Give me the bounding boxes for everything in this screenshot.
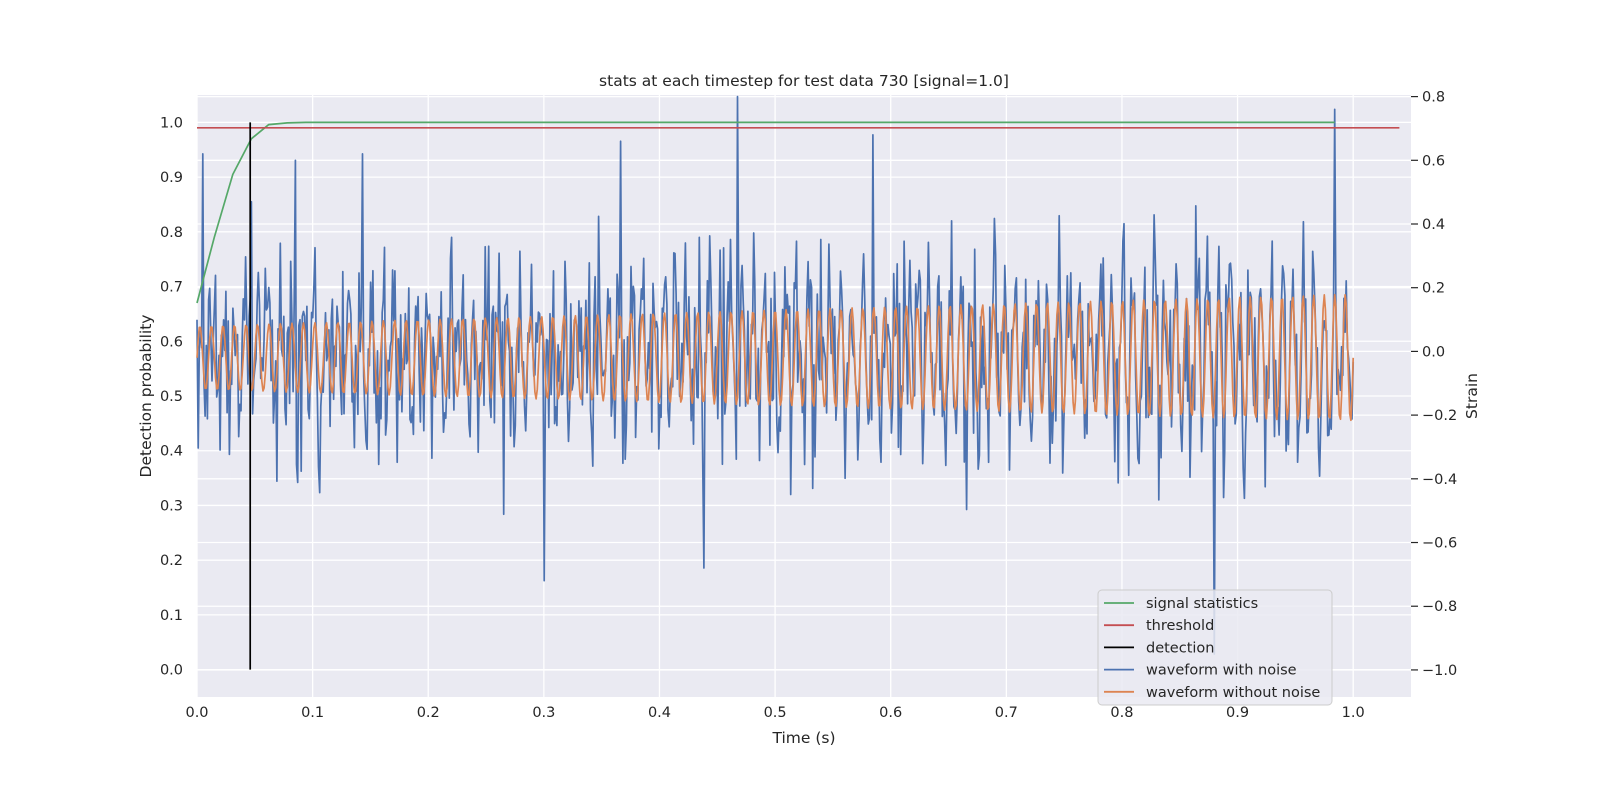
y2-tick-label: 0.0	[1422, 344, 1445, 360]
x-tick-label: 0.9	[1226, 705, 1249, 721]
legend-label: detection	[1146, 640, 1214, 656]
x-tick-label: 0.2	[417, 705, 440, 721]
y-tick-label: 0.2	[160, 553, 183, 569]
y2-axis-label: Strain	[1463, 373, 1481, 419]
y2-tick-label: −1.0	[1422, 663, 1457, 679]
y-tick-label: 0.5	[160, 389, 183, 405]
series-waveform-without-noise	[196, 293, 1355, 422]
y-tick-label: 0.3	[160, 498, 183, 514]
y2-tick-label: −0.6	[1422, 536, 1457, 552]
y2-axis-ticks: −1.0 −0.8 −0.6 −0.4 −0.2 0.0 0.2 0.4 0.6 0.8	[1411, 90, 1457, 679]
x-tick-label: 0.7	[995, 705, 1018, 721]
y-tick-label: 0.8	[160, 225, 183, 241]
x-tick-label: 0.4	[648, 705, 671, 721]
y2-tick-label: −0.8	[1422, 599, 1457, 615]
y-axis-ticks: 0.0 0.1 0.2 0.3 0.4 0.5 0.6 0.7 0.8 0.9 1.0	[160, 115, 183, 678]
x-axis-ticks: 0.0 0.1 0.2 0.3 0.4 0.5 0.6 0.7 0.8 0.9 1.0	[185, 705, 1364, 721]
legend-box	[1097, 589, 1333, 706]
y2-tick-label: 0.6	[1422, 153, 1445, 169]
y-tick-label: 0.4	[160, 444, 183, 460]
y2-tick-label: 0.4	[1422, 217, 1445, 233]
chart-title: stats at each timestep for test data 730…	[599, 72, 1009, 90]
x-tick-label: 0.0	[185, 705, 208, 721]
y-axis-label: Detection probability	[137, 315, 155, 478]
legend-label: threshold	[1146, 618, 1214, 634]
y-tick-label: 0.7	[160, 280, 183, 296]
series-layer	[196, 95, 1400, 670]
x-tick-label: 1.0	[1342, 705, 1365, 721]
y-tick-label: 0.1	[160, 608, 183, 624]
y2-tick-label: 0.8	[1422, 90, 1445, 106]
series-signal-statistics	[196, 121, 1335, 304]
series-waveform-with-noise	[196, 95, 1355, 655]
x-tick-label: 0.5	[764, 705, 787, 721]
y-tick-label: 0.0	[160, 663, 183, 679]
x-tick-label: 0.3	[532, 705, 555, 721]
legend-label: waveform with noise	[1146, 663, 1297, 679]
y2-tick-label: −0.2	[1422, 408, 1457, 424]
y-tick-label: 1.0	[160, 115, 183, 131]
y-tick-label: 0.6	[160, 334, 183, 350]
x-tick-label: 0.6	[879, 705, 902, 721]
y2-tick-label: 0.2	[1422, 281, 1445, 297]
legend: signal statistics threshold detection wavef…	[1097, 589, 1333, 706]
x-tick-label: 0.1	[301, 705, 324, 721]
x-tick-label: 0.8	[1110, 705, 1133, 721]
legend-label: waveform without noise	[1146, 685, 1320, 701]
y-tick-label: 0.9	[160, 170, 183, 186]
x-axis-label: Time (s)	[771, 729, 835, 747]
legend-label: signal statistics	[1146, 596, 1258, 612]
y2-tick-label: −0.4	[1422, 472, 1457, 488]
